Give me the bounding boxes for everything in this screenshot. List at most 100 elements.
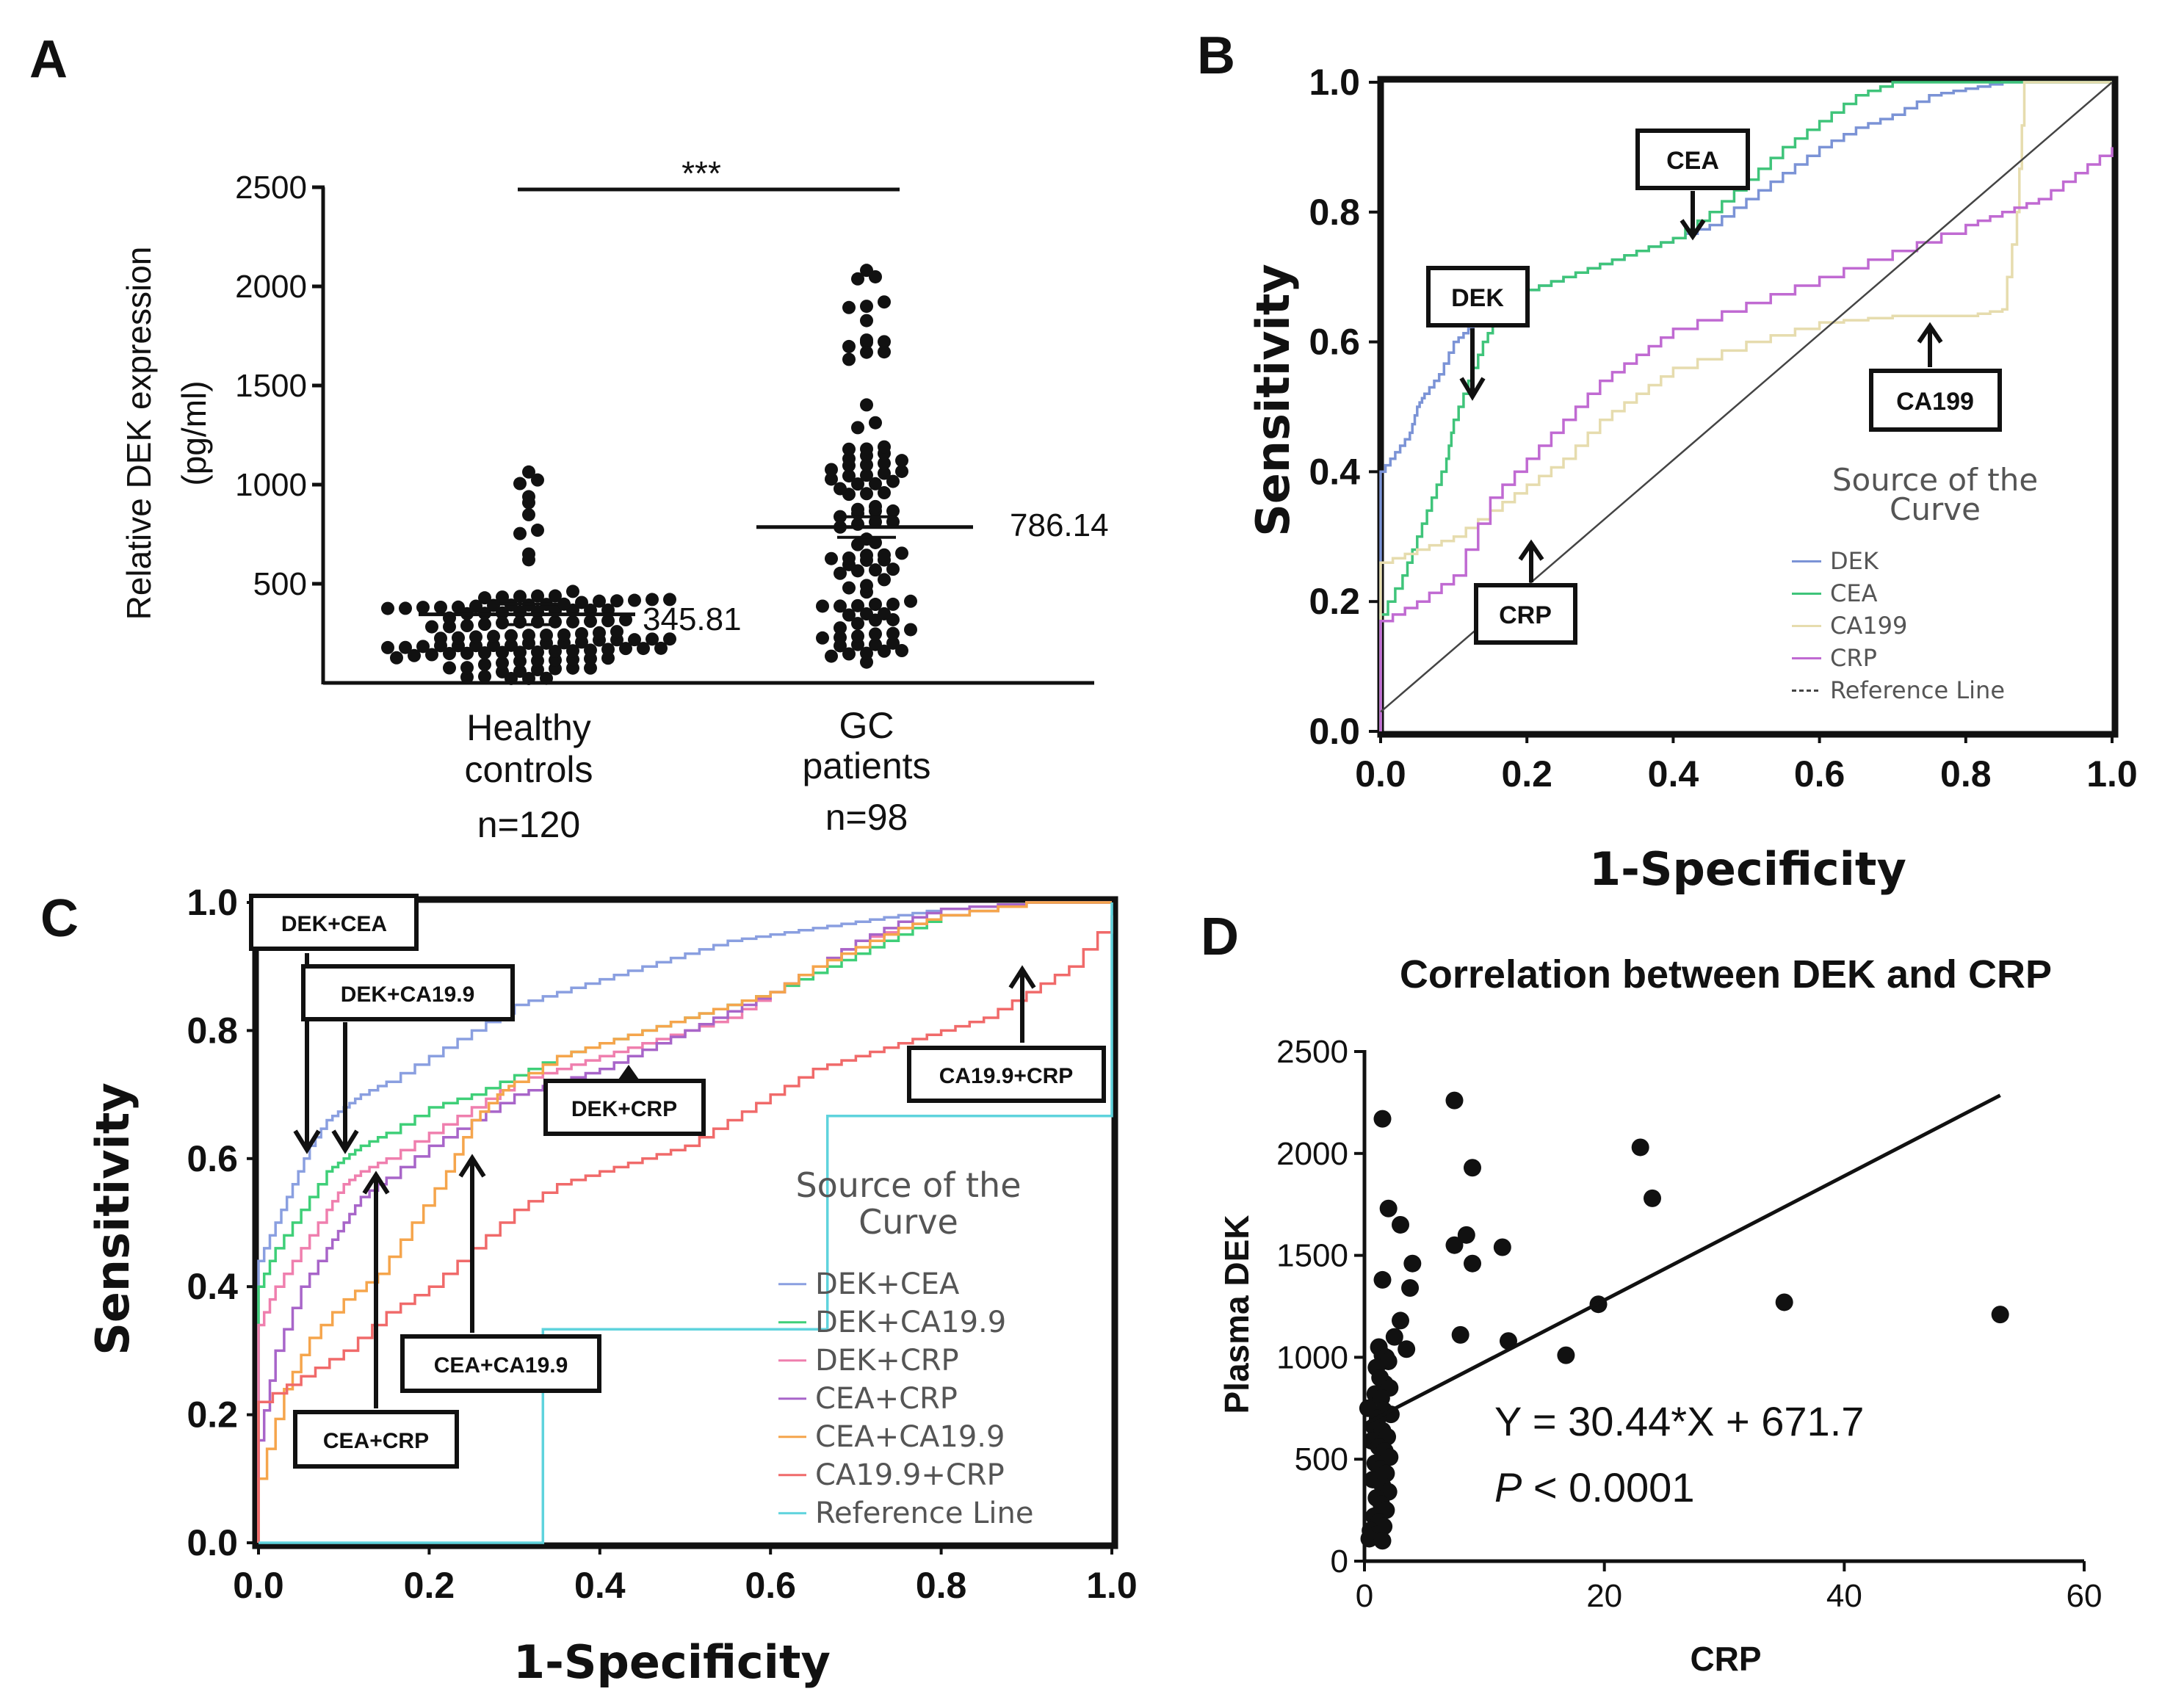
panel-b-ticks: 0.0 0.2 0.4 0.6 0.8 1.0 0.0 0.2 0.4 0.6 0.8 1.0 bbox=[1309, 62, 2137, 795]
panel-b-annot-dek-arrowhead bbox=[1459, 377, 1486, 401]
panel-c-annot-ca199-crp: CA19.9+CRP bbox=[907, 965, 1106, 1103]
panel-d-p-symbol: P bbox=[1494, 1464, 1522, 1510]
panel-d-point-7 bbox=[1457, 1226, 1475, 1244]
panel-c-annot-dek-crp-arrowhead bbox=[618, 1065, 639, 1079]
panel-a-cat-gc-2: patients bbox=[802, 745, 930, 786]
panel-b-ytick-label-3: 0.6 bbox=[1309, 322, 1360, 363]
panel-a-ytick-label-0: 500 bbox=[253, 566, 307, 602]
panel-a-dot-gc-60 bbox=[878, 486, 891, 500]
panel-a-ytick-label-3: 2000 bbox=[235, 269, 307, 305]
panel-b-annot-ca199: CA199 bbox=[1869, 322, 2002, 432]
panel-c-legend-title-2: Curve bbox=[858, 1202, 958, 1242]
panel-a-dot-gc-95 bbox=[851, 272, 864, 286]
panel-a-dot-gc-87 bbox=[842, 339, 856, 353]
panel-a-dot-gc-12 bbox=[851, 629, 864, 643]
panel-a-dot-gc-85 bbox=[860, 345, 873, 359]
panel-b-ytick-label-4: 0.8 bbox=[1309, 192, 1360, 233]
panel-a-dot-healthy-26 bbox=[478, 646, 491, 660]
panel-a-dot-gc-32 bbox=[878, 573, 891, 587]
panel-c-annot-cea-ca199-arrowhead bbox=[458, 1154, 486, 1178]
panel-a-dot-healthy-25 bbox=[460, 646, 474, 660]
panel-a-dot-healthy-1 bbox=[522, 671, 535, 685]
panel-b-ytick-label-2: 0.4 bbox=[1309, 451, 1360, 492]
panel-label-b: B bbox=[1197, 26, 1235, 85]
panel-a-dot-gc-14 bbox=[886, 626, 900, 640]
panel-b-xtick-label-5: 1.0 bbox=[2086, 753, 2138, 795]
panel-d-ytick-label-0: 0 bbox=[1331, 1544, 1348, 1579]
panel-b-xlabel: 1-Specificity bbox=[1589, 842, 1906, 896]
panel-d-point-20 bbox=[1500, 1332, 1517, 1350]
panel-a-dot-healthy-56 bbox=[469, 630, 482, 644]
panel-c-ticks: 0.0 0.2 0.4 0.6 0.8 1.0 0.0 0.2 0.4 0.6 0.8 1.0 bbox=[187, 882, 1137, 1606]
panel-a-dot-healthy-31 bbox=[566, 644, 579, 658]
panel-a-dot-healthy-69 bbox=[496, 616, 509, 630]
panel-a-dot-healthy-35 bbox=[637, 642, 650, 656]
panel-c-legend-label-3: CEA+CRP bbox=[815, 1382, 958, 1416]
panel-b-xtick-label-2: 0.4 bbox=[1648, 753, 1699, 795]
panel-a-dot-gc-67 bbox=[860, 468, 873, 482]
panel-b-xtick-label-4: 0.8 bbox=[1940, 753, 1992, 795]
panel-a-dot-healthy-106 bbox=[513, 590, 527, 604]
panel-c-xtick-label-0: 0.0 bbox=[233, 1565, 284, 1606]
panel-c-xtick-label-1: 0.2 bbox=[404, 1565, 455, 1606]
panel-a-dot-gc-1 bbox=[825, 649, 838, 663]
panel-a-dot-gc-24 bbox=[834, 599, 847, 613]
panel-a-significance-stars: *** bbox=[682, 154, 721, 192]
panel-a-dot-healthy-88 bbox=[399, 601, 412, 615]
panel-b-annot-ca199-arrowhead bbox=[1917, 322, 1943, 344]
panel-a-dot-gc-36 bbox=[886, 562, 900, 576]
panel-b-annot-dek: DEK bbox=[1426, 266, 1530, 401]
panel-a-dot-gc-79 bbox=[860, 442, 873, 456]
panel-a-dot-gc-35 bbox=[869, 563, 882, 577]
panel-c-annot-dek-ca199-box bbox=[301, 964, 515, 1021]
panel-d-pvalue: P < 0.0001 bbox=[1494, 1464, 1694, 1510]
panel-a-dot-healthy-118 bbox=[531, 473, 544, 487]
panel-d-point-6 bbox=[1392, 1215, 1409, 1234]
panel-c-xtick-label-4: 0.8 bbox=[916, 1565, 967, 1606]
panel-a-dot-healthy-103 bbox=[663, 593, 676, 607]
panel-b-legend-label-0: DEK bbox=[1830, 547, 1879, 575]
panel-a-mean-lines bbox=[419, 515, 973, 626]
panel-a-dot-healthy-23 bbox=[425, 648, 438, 662]
panel-a-dot-gc-72 bbox=[860, 458, 873, 472]
panel-c-annot-cea-ca199-text: CEA+CA19.9 bbox=[434, 1353, 568, 1378]
panel-d-p-text: < 0.0001 bbox=[1522, 1464, 1694, 1510]
panel-c-annot-dek-ca199-arrowhead bbox=[331, 1129, 359, 1154]
panel-d-point-11 bbox=[1464, 1254, 1481, 1273]
panel-a-dot-healthy-3 bbox=[460, 670, 474, 684]
panel-a-dot-gc-93 bbox=[860, 300, 873, 314]
panel-c-frame bbox=[252, 896, 1118, 1549]
panel-a-dot-healthy-36 bbox=[654, 641, 668, 655]
panel-b-legend-label-3: CRP bbox=[1830, 644, 1877, 672]
panel-d-point-22 bbox=[1398, 1340, 1416, 1358]
panel-a-dot-healthy-58 bbox=[505, 629, 518, 643]
panel-b-annot-crp-text: CRP bbox=[1499, 601, 1552, 629]
panel-d-ytick-label-4: 2000 bbox=[1276, 1136, 1348, 1172]
panel-a-dot-gc-64 bbox=[886, 474, 900, 488]
panel-b-ytick-label-1: 0.2 bbox=[1309, 581, 1360, 622]
panel-b-annot-cea-arrowhead bbox=[1680, 219, 1706, 241]
panel-a-dot-gc-70 bbox=[825, 463, 838, 477]
panel-a-dot-healthy-101 bbox=[628, 593, 641, 607]
panel-a-dot-healthy-39 bbox=[416, 640, 430, 654]
panel-a-dot-gc-83 bbox=[860, 398, 873, 412]
panel-a-dot-healthy-75 bbox=[601, 614, 615, 628]
panel-c-curve-cea-ca19-9 bbox=[257, 901, 1112, 1543]
panel-a-y-ticks: 500 1000 1500 2000 2500 bbox=[235, 170, 325, 602]
panel-a-dot-gc-16 bbox=[834, 621, 847, 635]
panel-a-dot-gc-47 bbox=[860, 532, 873, 546]
panel-a-dot-healthy-74 bbox=[584, 615, 597, 629]
panel-d-point-9 bbox=[1493, 1238, 1511, 1256]
panel-a-ytick-label-2: 1500 bbox=[235, 368, 307, 404]
panel-a-dot-gc-21 bbox=[860, 607, 873, 621]
panel-a-dot-gc-55 bbox=[886, 504, 900, 518]
panel-a-dot-healthy-60 bbox=[540, 628, 553, 642]
panel-label-d: D bbox=[1201, 908, 1239, 966]
panel-a-ylabel-line2: (pg/ml) bbox=[175, 380, 213, 485]
panel-a-dot-gc-82 bbox=[869, 416, 882, 430]
panel-d-ytick-label-2: 1000 bbox=[1276, 1339, 1348, 1375]
panel-a-ylabel-line1: Relative DEK expression bbox=[120, 247, 158, 620]
panel-a-dot-gc-62 bbox=[851, 477, 864, 491]
panel-c-annot-dek-cea-arrowhead bbox=[293, 1129, 321, 1154]
